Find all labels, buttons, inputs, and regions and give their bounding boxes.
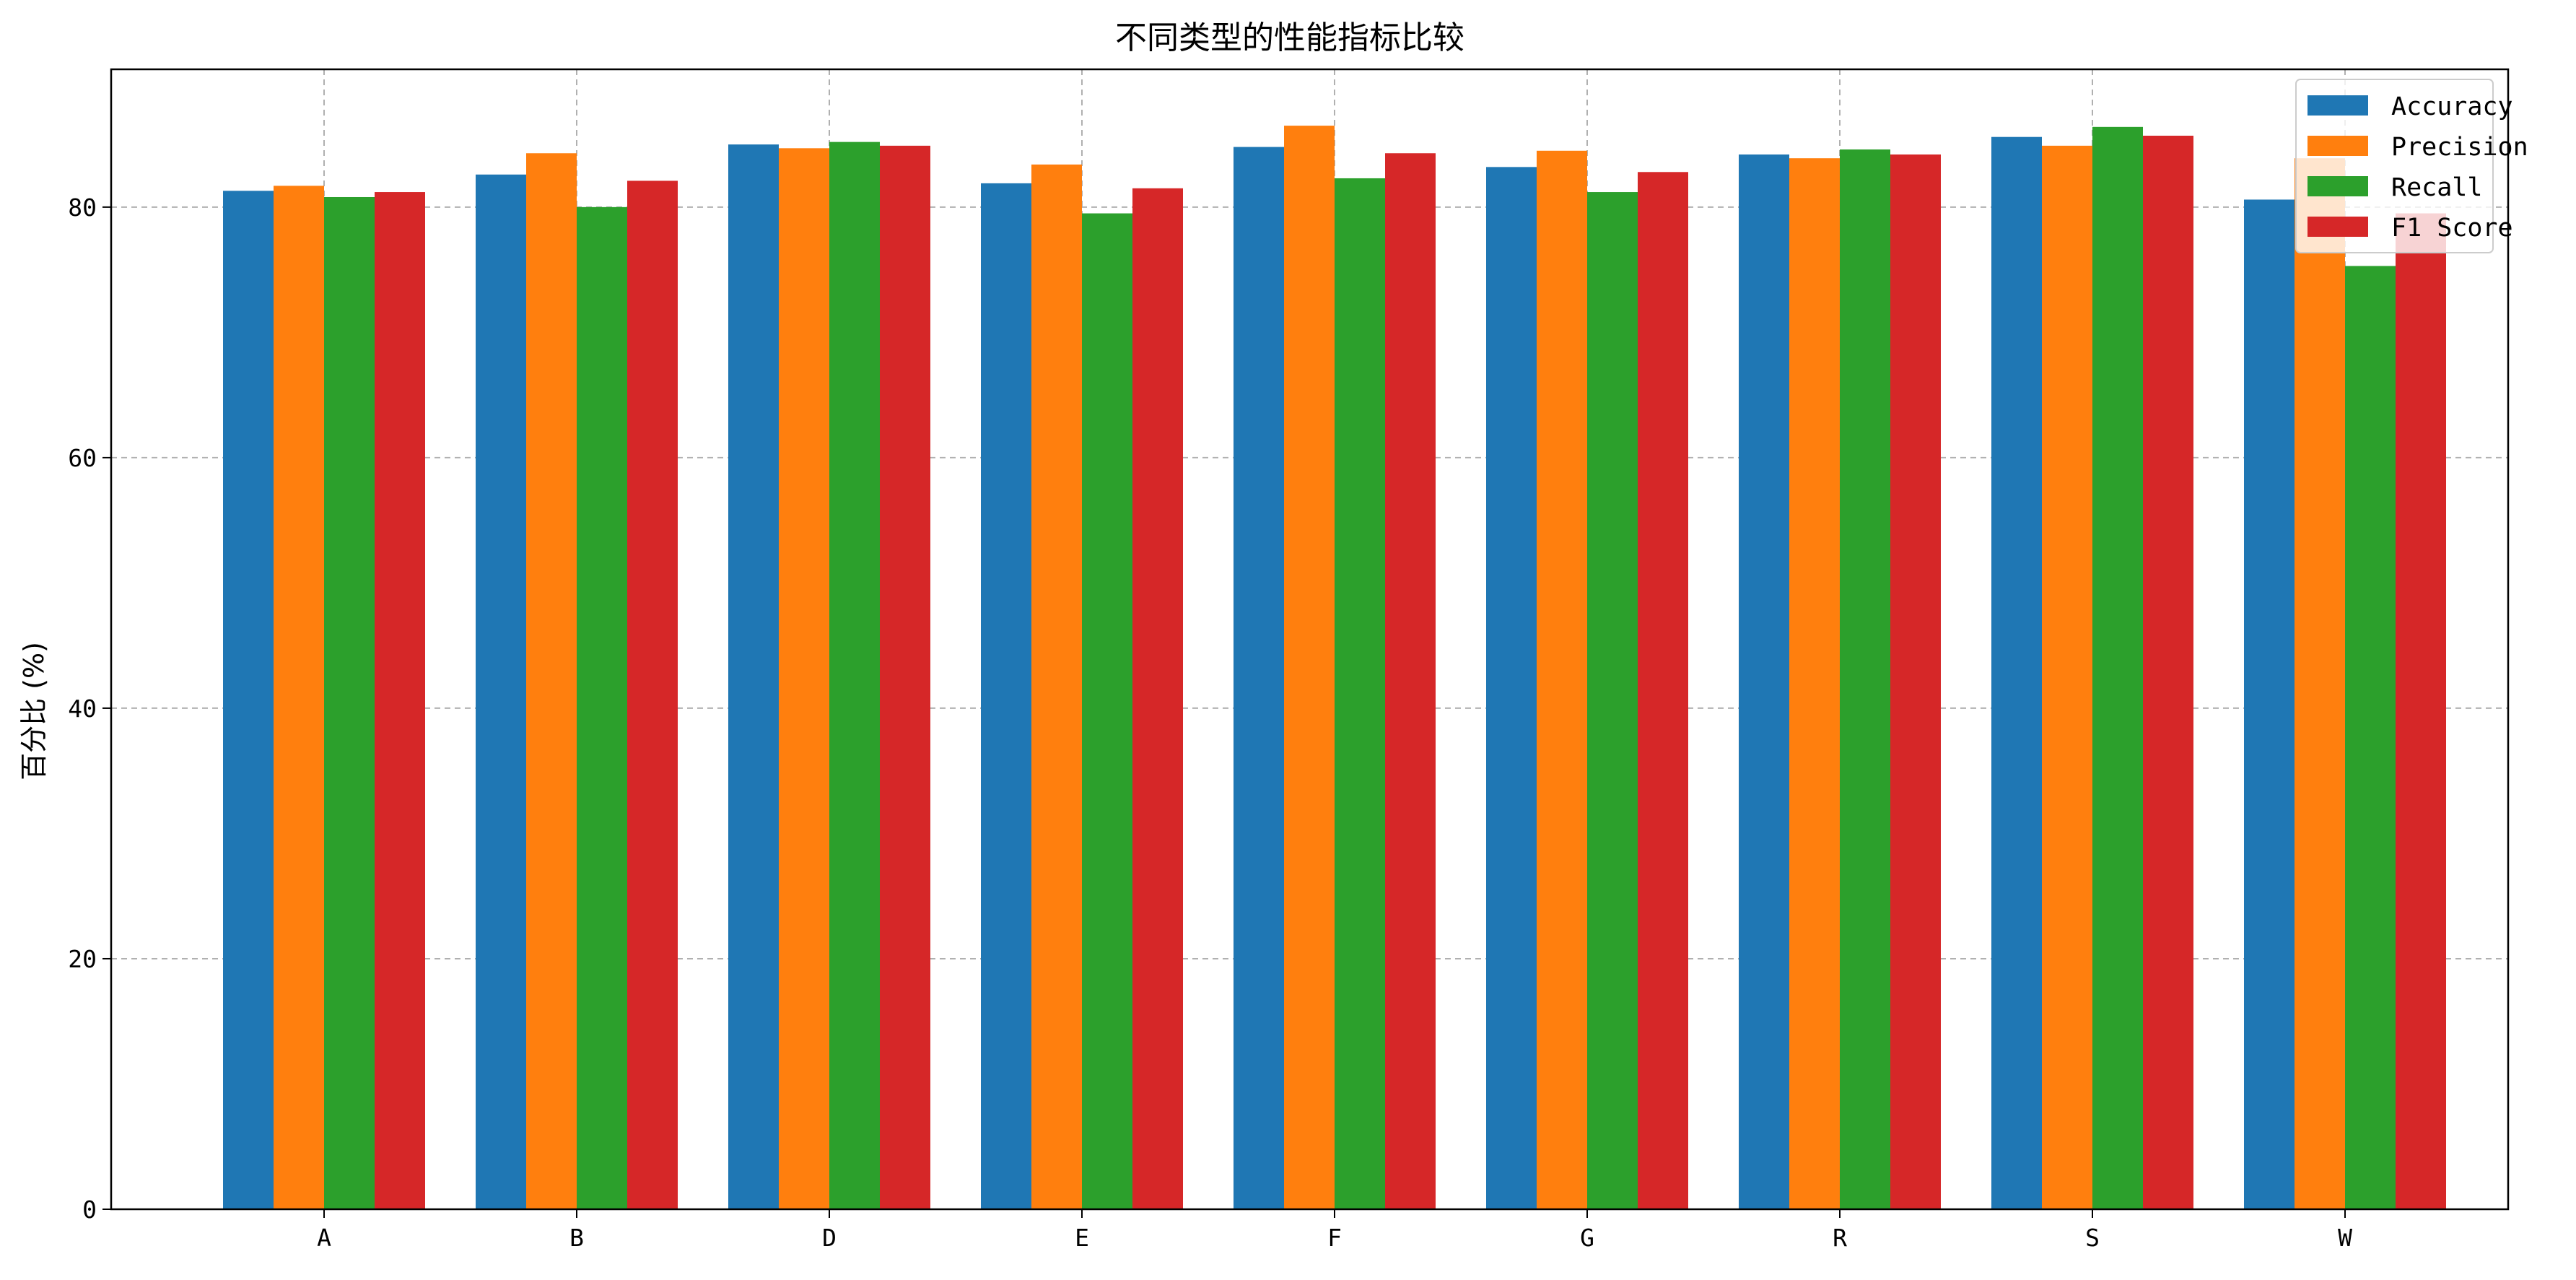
x-tick-label: A	[317, 1224, 331, 1252]
bar-recall-b	[577, 206, 627, 1209]
bar-f1-score-w	[2396, 213, 2446, 1209]
bar-precision-d	[779, 148, 829, 1209]
x-tick-label: G	[1580, 1224, 1594, 1252]
bar-recall-d	[829, 142, 880, 1210]
bar-f1-score-a	[375, 192, 425, 1209]
x-tick-label: S	[2085, 1224, 2100, 1252]
bar-accuracy-g	[1486, 167, 1537, 1209]
legend-label: Recall	[2391, 173, 2482, 202]
bar-recall-g	[1587, 192, 1638, 1209]
bar-accuracy-s	[1991, 136, 2042, 1210]
bars	[223, 126, 2446, 1210]
bar-accuracy-a	[223, 191, 274, 1209]
y-tick-label: 0	[82, 1196, 97, 1224]
legend-swatch	[2308, 217, 2368, 237]
bar-accuracy-r	[1739, 154, 1789, 1209]
bar-f1-score-e	[1132, 188, 1183, 1209]
x-tick-label: E	[1075, 1224, 1089, 1252]
y-tick-label: 60	[68, 444, 97, 472]
x-tick-label: W	[2338, 1224, 2352, 1252]
bar-recall-w	[2345, 266, 2396, 1209]
bar-f1-score-b	[627, 180, 678, 1209]
bar-f1-score-g	[1638, 172, 1688, 1209]
bar-accuracy-f	[1234, 147, 1284, 1210]
bar-f1-score-r	[1890, 154, 1941, 1209]
bar-precision-a	[274, 186, 324, 1209]
bar-precision-b	[526, 153, 577, 1209]
legend-swatch	[2308, 136, 2368, 156]
x-tick-label: B	[569, 1224, 584, 1252]
y-tick-label: 80	[68, 193, 97, 222]
bar-accuracy-e	[981, 183, 1031, 1209]
legend: Accuracy Precision Recall F1 Score	[2295, 79, 2528, 253]
axes: 0 20 40 60 80 A B D E F G R S W	[68, 193, 2352, 1252]
bar-recall-s	[2092, 126, 2143, 1209]
legend-label: Accuracy	[2391, 92, 2513, 121]
bar-accuracy-d	[728, 144, 779, 1210]
legend-swatch	[2308, 95, 2368, 116]
bar-f1-score-d	[880, 145, 930, 1209]
bar-precision-e	[1031, 164, 1082, 1209]
x-tick-label: F	[1327, 1224, 1342, 1252]
legend-box	[2295, 79, 2494, 253]
bar-recall-r	[1840, 149, 1890, 1210]
bar-accuracy-b	[476, 174, 526, 1209]
bar-precision-g	[1537, 150, 1587, 1209]
legend-label: Precision	[2391, 133, 2528, 162]
bar-precision-f	[1284, 126, 1335, 1210]
x-tick-label: D	[822, 1224, 837, 1252]
bar-recall-e	[1082, 213, 1132, 1209]
bar-precision-w	[2295, 158, 2345, 1210]
bar-f1-score-f	[1385, 153, 1436, 1209]
bar-precision-s	[2042, 145, 2092, 1209]
bar-accuracy-w	[2244, 199, 2295, 1209]
x-tick-label: R	[1833, 1224, 1847, 1252]
bar-f1-score-s	[2143, 135, 2193, 1209]
plot-frame	[110, 68, 2510, 1211]
legend-swatch	[2308, 176, 2368, 196]
bar-recall-f	[1335, 178, 1385, 1209]
bar-precision-r	[1789, 158, 1840, 1210]
y-tick-label: 40	[68, 695, 97, 723]
bar-recall-a	[324, 196, 375, 1209]
y-tick-label: 20	[68, 945, 97, 973]
legend-label: F1 Score	[2391, 214, 2513, 243]
chart-title: 不同类型的性能指标比较	[1115, 19, 1464, 56]
y-axis-label: 百分比 (%)	[18, 642, 50, 780]
